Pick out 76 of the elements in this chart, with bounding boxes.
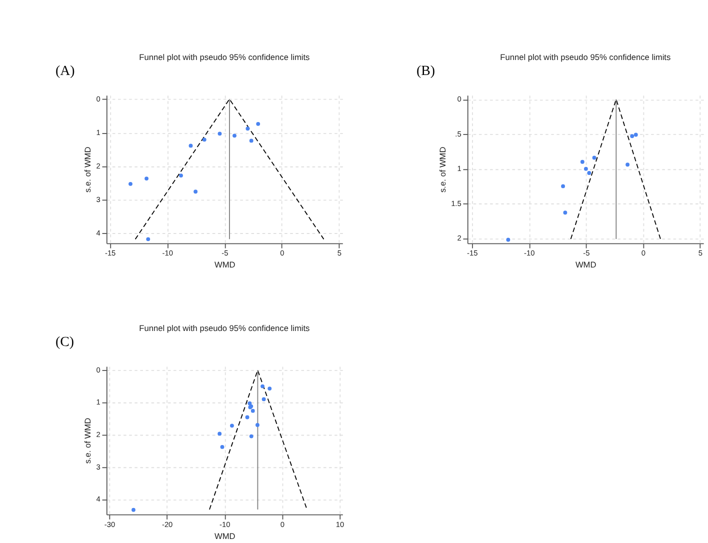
y-tick-label: 0 — [457, 94, 462, 104]
point — [128, 182, 132, 186]
y-tick-label: 0 — [96, 94, 100, 104]
point — [188, 144, 193, 148]
point — [232, 134, 236, 138]
point — [587, 171, 592, 175]
point — [144, 176, 148, 181]
x-tick-label: -15 — [104, 248, 116, 258]
text: (A) — [56, 64, 76, 79]
point — [194, 190, 198, 194]
chart-title: Funnel plot with pseudo 95% confidence limits — [139, 52, 310, 62]
y-axis-title: s.e. of WMD — [438, 146, 448, 192]
x-tick-label: 5 — [337, 248, 342, 258]
point — [202, 138, 206, 142]
y-tick-label: 2 — [96, 161, 100, 170]
point — [268, 386, 272, 391]
point — [256, 122, 260, 126]
point — [230, 424, 234, 428]
x-tick-label: 5 — [698, 248, 702, 258]
point — [580, 160, 584, 164]
x-tick-label: -5 — [583, 248, 590, 258]
x-axis-title: WMD — [214, 260, 236, 270]
point — [634, 132, 638, 137]
y-tick-label: 1 — [457, 164, 462, 174]
point — [260, 384, 264, 388]
chart-title: Funnel plot with pseudo 95% confidence limits — [139, 323, 310, 334]
x-tick-label: -5 — [222, 248, 228, 258]
x-tick-label: -10 — [524, 248, 535, 258]
point — [561, 184, 565, 188]
y-axis-title: s.e. of WMD — [82, 146, 93, 192]
point — [256, 423, 260, 427]
y-tick-label: 0 — [96, 365, 100, 374]
point — [218, 432, 222, 436]
x-tick-label: -10 — [220, 520, 230, 529]
point — [179, 174, 183, 178]
point — [249, 434, 254, 438]
point — [262, 397, 266, 402]
y-tick-label: 2 — [96, 430, 100, 439]
point — [248, 401, 252, 406]
y-tick-label: 4 — [96, 228, 100, 238]
point — [626, 162, 630, 167]
x-axis-title: WMD — [575, 260, 596, 270]
chart-title: Funnel plot with pseudo 95% confidence limits — [500, 52, 671, 62]
y-tick-label: 3 — [96, 462, 100, 472]
point — [132, 508, 136, 512]
y-tick-label: 3 — [96, 194, 100, 204]
point — [584, 166, 588, 171]
y-tick-label: .5 — [455, 129, 462, 138]
point — [250, 408, 255, 413]
x-tick-label: 10 — [336, 520, 344, 529]
y-tick-label: 1 — [96, 128, 100, 137]
point — [563, 210, 568, 215]
x-tick-label: -20 — [162, 520, 173, 529]
point — [146, 237, 150, 242]
x-tick-label: 0 — [280, 520, 285, 529]
point — [592, 156, 596, 160]
point — [506, 238, 510, 242]
x-tick-label: 0 — [641, 248, 646, 258]
y-tick-label: 4 — [96, 494, 100, 504]
point — [246, 126, 250, 131]
x-tick-label: -30 — [104, 520, 116, 529]
x-tick-label: -15 — [467, 248, 478, 258]
point — [249, 138, 254, 143]
text: (C) — [56, 334, 74, 350]
y-tick-label: 1 — [96, 398, 100, 407]
text: (B) — [416, 64, 436, 79]
point — [630, 134, 634, 138]
point — [220, 444, 224, 449]
x-axis-title: WMD — [214, 530, 236, 541]
y-axis-title: s.e. of WMD — [82, 418, 93, 464]
y-tick-label: 1.5 — [451, 198, 462, 208]
x-tick-label: 0 — [280, 248, 284, 258]
x-tick-label: -10 — [162, 248, 173, 258]
point — [218, 132, 222, 136]
point — [245, 415, 250, 420]
y-tick-label: 2 — [457, 234, 462, 243]
